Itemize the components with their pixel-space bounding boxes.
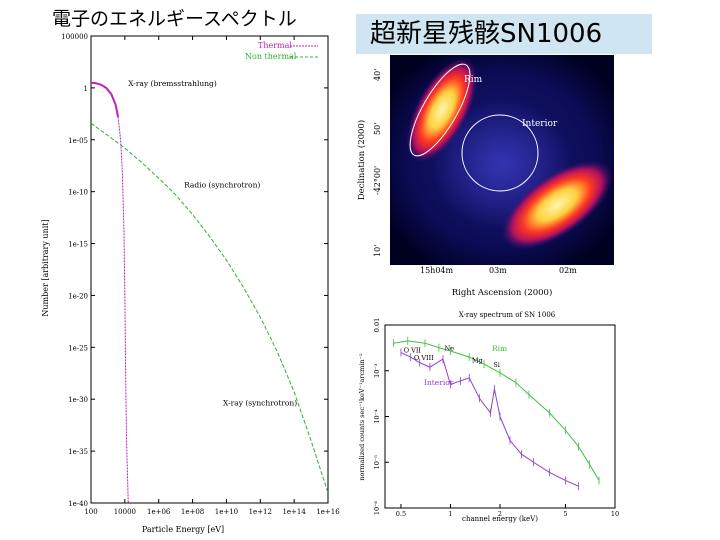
x-tick-label: 1e+06 — [147, 508, 171, 516]
x-tick-label: 10000 — [114, 508, 136, 516]
thermal-peak-segment — [90, 81, 120, 118]
sn1006-xray-image-panel: Rim Interior 15h04m 03m 02m 40' 50' -42°… — [356, 55, 614, 298]
y-tick-label: 1e-20 — [68, 292, 88, 300]
dec-tick-label: 10' — [373, 245, 382, 257]
y-tick-label: 1e-25 — [68, 344, 88, 352]
dec-tick-label: 40' — [373, 69, 382, 81]
spectrum-x-tick-label: 0.5 — [396, 510, 406, 518]
spectrum-x-tick-label: 2 — [498, 510, 502, 518]
electron-energy-spectrum-chart: 100000 1 1e-05 1e-10 1e-15 1e-20 1e-25 1e-30 1e-… — [41, 33, 340, 534]
slide-title-left: 電子のエネルギースペクトル — [52, 8, 297, 30]
y-tick-label: 1e-30 — [68, 396, 88, 404]
y-tick-label: 1e-05 — [68, 137, 88, 145]
y-tick-label: 1e-40 — [68, 500, 88, 508]
ra-tick-label: 15h04m — [420, 266, 454, 275]
y-tick-label: 100000 — [61, 33, 88, 41]
plot-frame — [90, 35, 329, 504]
bright-rim-north-east — [406, 57, 478, 163]
bright-rim-south-west — [501, 160, 613, 250]
rim-label: Rim — [464, 75, 483, 85]
y-tick-label: 1e-10 — [68, 189, 88, 197]
y-axis-label: Number [arbitrary unit] — [41, 219, 50, 316]
spectrum-line-label: Si — [493, 361, 500, 369]
spectrum-x-tick-label: 5 — [563, 510, 567, 518]
x-tick-label: 1e+16 — [316, 508, 340, 516]
spectrum-y-tick-label: 10⁻⁵ — [373, 455, 381, 470]
spectrum-y-tick-label: 10⁻⁶ — [373, 500, 381, 515]
series-line-non-thermal — [90, 122, 329, 493]
dec-axis-label: Declination (2000) — [356, 120, 367, 200]
spectrum-series-interior — [400, 352, 579, 487]
spectrum-x-ticks: 0.5 1 2 5 10 — [396, 504, 619, 518]
legend-thermal-label: Thermal — [258, 41, 292, 50]
curve-annotation: Radio (synchrotron) — [184, 181, 260, 190]
spectrum-y-tick-label: 10⁻⁴ — [373, 409, 381, 424]
curve-annotation: X-ray (bremsstrahlung) — [128, 79, 217, 88]
legend-nonthermal-label: Non thermal — [245, 52, 297, 61]
y-tick-label: 1e-15 — [68, 241, 88, 249]
interior-label: Interior — [522, 119, 558, 129]
rim-region-marker — [409, 63, 471, 157]
series-line-thermal — [90, 82, 129, 504]
x-tick-label: 1e+10 — [215, 508, 238, 516]
x-axis-ticks: 100 10000 1e+06 1e+08 1e+10 1e+12 1e+14 1e+16 — [84, 36, 340, 516]
dec-tick-label: 50' — [373, 123, 382, 135]
spectrum-line-label: Ne — [445, 344, 455, 352]
y-axis-ticks: 100000 1 1e-05 1e-10 1e-15 1e-20 1e-25 1e-30 1e-… — [61, 33, 328, 508]
x-tick-label: 1e+08 — [181, 508, 204, 516]
y-tick-label: 1e-35 — [68, 448, 88, 456]
curve-annotation: X-ray (synchrotron) — [223, 398, 297, 407]
series-lines — [90, 81, 329, 504]
curve-annotations: X-ray (bremsstrahlung) Radio (synchrotron… — [128, 79, 297, 408]
y-tick-label: 1 — [84, 85, 88, 93]
slide-title-right: 超新星残骸SN1006 — [356, 14, 652, 54]
spectrum-line-label: O VII — [404, 347, 422, 355]
ra-tick-label: 02m — [559, 266, 577, 275]
dec-tick-label: -42°00' — [373, 166, 382, 195]
spectrum-y-ticks: 0.01 10⁻³ 10⁻⁴ 10⁻⁵ 10⁻⁶ — [373, 318, 389, 515]
x-tick-label: 1e+12 — [249, 508, 272, 516]
ra-tick-label: 03m — [489, 266, 507, 275]
spectrum-y-axis-label: normalized counts sec⁻¹keV⁻¹arcmin⁻² — [358, 353, 366, 481]
spectrum-y-tick-label: 0.01 — [373, 318, 381, 332]
spectrum-line-label: O VIII — [414, 354, 434, 362]
spectrum-line-label: Mg — [472, 357, 483, 365]
x-tick-label: 1e+14 — [282, 508, 306, 516]
spectrum-x-tick-label: 1 — [448, 510, 452, 518]
spectrum-x-axis-label: channel energy (keV) — [462, 515, 538, 523]
spectrum-y-tick-label: 10⁻³ — [373, 363, 381, 378]
spectrum-title: X-ray spectrum of SN 1006 — [459, 311, 556, 319]
x-axis-label: Particle Energy [eV] — [142, 525, 224, 534]
spectrum-x-tick-label: 10 — [611, 510, 619, 518]
ra-axis-label: Right Ascension (2000) — [452, 287, 553, 298]
xray-spectrum-chart: X-ray spectrum of SN 1006 0.0110⁻³10⁻⁴10… — [358, 311, 619, 523]
interior-region-marker — [461, 114, 539, 192]
legend: Thermal Non thermal — [245, 41, 318, 61]
spectrum-interior-label: Interior — [424, 378, 454, 387]
spectrum-series — [393, 336, 600, 491]
x-tick-label: 100 — [84, 508, 97, 516]
spectrum-rim-label: Rim — [492, 344, 507, 353]
